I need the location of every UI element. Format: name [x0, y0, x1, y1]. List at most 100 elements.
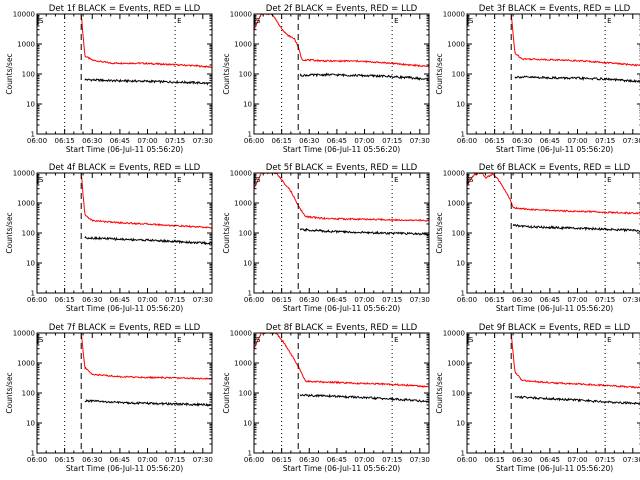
start-marker-label: S	[469, 336, 474, 344]
x-axis-label: Start Time (06-Jul-11 05:56:20)	[283, 145, 400, 154]
y-tick-label: 1	[461, 290, 465, 298]
x-tick-label: 06:30	[82, 296, 102, 304]
x-tick-label: 07:00	[354, 296, 374, 304]
x-tick-label: 06:15	[485, 296, 505, 304]
panel-title: Det 3f BLACK = Events, RED = LLD	[479, 4, 631, 14]
x-tick-label: 07:00	[567, 137, 587, 145]
events-series-line	[84, 78, 212, 86]
x-tick-label: 07:00	[137, 137, 157, 145]
x-tick-label: 07:30	[410, 296, 430, 304]
y-tick-label: 10	[243, 260, 252, 268]
y-tick-label: 1	[31, 450, 35, 458]
panel-det-6: Det 6f BLACK = Events, RED = LLD S E 1 10 100…	[435, 163, 640, 313]
start-marker-label: S	[256, 336, 261, 344]
x-tick-label: 07:00	[567, 456, 587, 464]
panel-det-8: Det 8f BLACK = Events, RED = LLD S E 1 10 100…	[222, 323, 430, 473]
plot-area	[80, 14, 212, 86]
x-tick-label: 06:15	[485, 456, 505, 464]
plot-area	[80, 173, 212, 246]
y-tick-label: 100	[239, 71, 252, 79]
events-series-line	[299, 393, 429, 403]
plot-area	[254, 333, 429, 403]
start-marker-label: S	[256, 176, 261, 184]
y-tick-label: 10	[26, 260, 35, 268]
y-tick-label: 1	[248, 131, 252, 139]
y-tick-label: 10000	[13, 330, 35, 338]
x-tick-label: 07:30	[193, 137, 213, 145]
plot-frame	[36, 332, 213, 454]
panel-title: Det 2f BLACK = Events, RED = LLD	[266, 4, 418, 14]
x-tick-label: 06:00	[244, 137, 264, 145]
x-axis-label: Start Time (06-Jul-11 05:56:20)	[496, 464, 613, 473]
y-axis-label: Counts/sec	[435, 53, 444, 94]
events-series-line	[84, 235, 212, 246]
plot-frame	[36, 172, 213, 294]
y-tick-label: 1	[31, 131, 35, 139]
x-tick-label: 06:15	[272, 296, 292, 304]
panel-title: Det 1f BLACK = Events, RED = LLD	[49, 4, 201, 14]
x-tick-label: 06:15	[55, 137, 75, 145]
x-tick-label: 06:00	[27, 456, 47, 464]
x-tick-label: 06:45	[327, 137, 347, 145]
y-tick-label: 100	[239, 390, 252, 398]
y-tick-label: 1000	[17, 41, 35, 49]
x-tick-label: 06:00	[27, 296, 47, 304]
plot-frame	[253, 13, 430, 135]
y-tick-label: 1000	[17, 360, 35, 368]
end-marker-label: E	[394, 336, 398, 344]
x-tick-label: 07:15	[595, 456, 615, 464]
x-tick-label: 06:15	[272, 137, 292, 145]
y-axis-label: Counts/sec	[435, 372, 444, 413]
lld-series-line	[254, 333, 429, 388]
x-tick-label: 07:15	[382, 137, 402, 145]
x-tick-label: 07:30	[410, 137, 430, 145]
events-series-line	[84, 399, 212, 407]
start-marker-label: S	[469, 176, 474, 184]
x-tick-label: 06:00	[27, 137, 47, 145]
y-tick-label: 1000	[234, 41, 252, 49]
end-marker-label: E	[177, 17, 181, 25]
start-marker-label: S	[256, 17, 261, 25]
x-tick-label: 06:30	[512, 137, 532, 145]
x-tick-label: 07:30	[623, 456, 640, 464]
y-tick-label: 10000	[230, 170, 252, 178]
y-tick-label: 10000	[443, 170, 465, 178]
x-tick-label: 06:30	[299, 296, 319, 304]
plot-frame	[466, 13, 640, 135]
y-axis-label: Counts/sec	[5, 53, 14, 94]
x-tick-label: 06:15	[272, 456, 292, 464]
plot-area	[254, 14, 429, 82]
y-axis-label: Counts/sec	[435, 212, 444, 253]
panel-title: Det 6f BLACK = Events, RED = LLD	[479, 163, 631, 173]
y-axis-label: Counts/sec	[5, 212, 14, 253]
panel-title: Det 8f BLACK = Events, RED = LLD	[266, 323, 418, 333]
lld-series-line	[80, 173, 212, 230]
x-axis-label: Start Time (06-Jul-11 05:56:20)	[283, 464, 400, 473]
y-tick-label: 100	[22, 230, 35, 238]
x-tick-label: 06:30	[299, 137, 319, 145]
end-marker-label: E	[394, 17, 398, 25]
x-tick-label: 07:00	[137, 456, 157, 464]
x-tick-label: 06:00	[244, 456, 264, 464]
panel-det-3: Det 3f BLACK = Events, RED = LLD S E 1 10 100…	[435, 4, 640, 154]
x-axis-label: Start Time (06-Jul-11 05:56:20)	[496, 304, 613, 313]
x-tick-label: 07:00	[137, 296, 157, 304]
start-marker-label: S	[39, 176, 44, 184]
panel-det-1: Det 1f BLACK = Events, RED = LLD S E 1 10 100…	[5, 4, 213, 154]
x-tick-label: 06:30	[299, 456, 319, 464]
x-axis-label: Start Time (06-Jul-11 05:56:20)	[66, 304, 183, 313]
plot-area	[467, 173, 640, 233]
x-tick-label: 07:15	[382, 296, 402, 304]
plot-frame	[253, 332, 430, 454]
y-tick-label: 1	[461, 131, 465, 139]
x-tick-label: 06:45	[327, 296, 347, 304]
plot-area	[510, 14, 640, 84]
x-tick-label: 07:30	[193, 296, 213, 304]
y-axis-label: Counts/sec	[5, 372, 14, 413]
y-axis-label: Counts/sec	[222, 372, 231, 413]
start-marker-label: S	[39, 336, 44, 344]
x-tick-label: 07:30	[193, 456, 213, 464]
x-tick-label: 06:45	[540, 456, 560, 464]
x-tick-label: 06:45	[110, 456, 130, 464]
y-tick-label: 10	[456, 420, 465, 428]
